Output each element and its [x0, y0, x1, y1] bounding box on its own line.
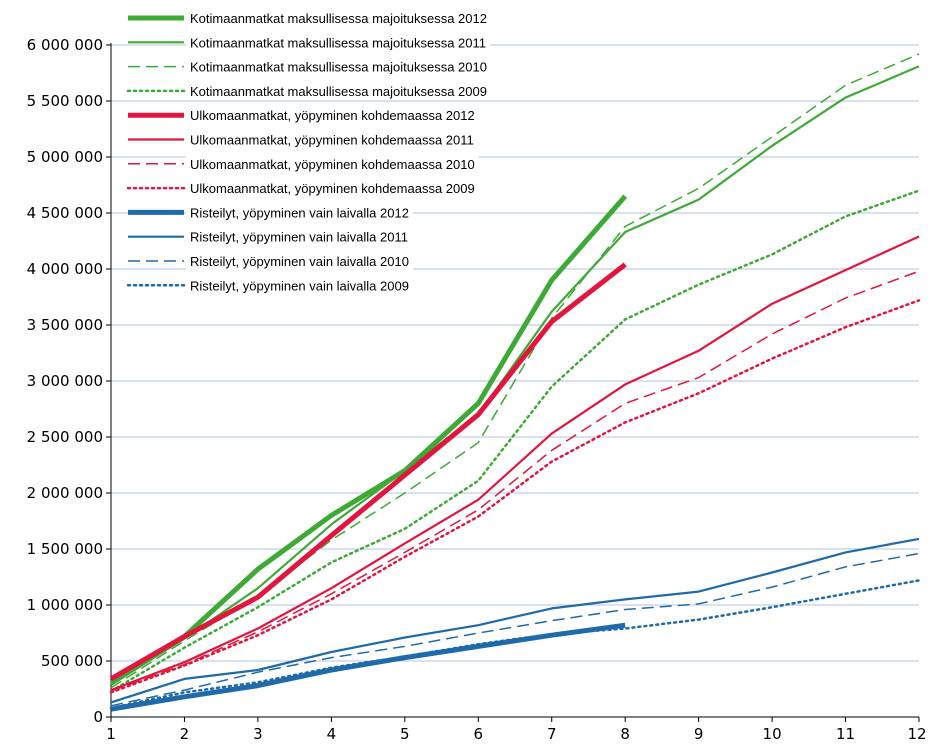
- y-tick-label: 5 000 000: [27, 148, 103, 166]
- legend-label-background: [186, 252, 413, 270]
- legend-label-background: [186, 9, 491, 27]
- x-tick-label: 1: [106, 725, 116, 743]
- legend-label: Ulkomaanmatkat, yöpyminen kohdemaassa 20…: [190, 133, 474, 148]
- y-tick-label: 3 500 000: [27, 316, 103, 334]
- series-lines: [109, 53, 921, 712]
- legend-label: Kotimaanmatkat maksullisessa majoitukses…: [190, 11, 487, 26]
- legend-label-background: [186, 106, 479, 125]
- series-line-8: [109, 299, 921, 694]
- legend-label: Ulkomaanmatkat, yöpyminen kohdemaassa 20…: [190, 157, 475, 172]
- x-tick-label: 10: [763, 725, 782, 743]
- legend-label: Risteilyt, yöpyminen vain laivalla 2011: [190, 230, 408, 245]
- legend-label-background: [186, 179, 479, 198]
- series-line-1: [109, 194, 628, 686]
- x-tick-label: 2: [180, 725, 190, 743]
- legend: Kotimaanmatkat maksullisessa majoitukses…: [126, 9, 491, 295]
- legend-label: Risteilyt, yöpyminen vain laivalla 2012: [190, 205, 409, 220]
- series-line-11: [110, 552, 920, 707]
- x-tick-label: 11: [836, 725, 855, 743]
- x-tick-label: 7: [547, 725, 557, 743]
- x-tick-label: 9: [694, 725, 704, 743]
- series-line-5: [109, 262, 627, 682]
- x-tick-label: 5: [400, 725, 410, 743]
- legend-label-background: [186, 154, 479, 173]
- legend-label: Kotimaanmatkat maksullisessa majoitukses…: [190, 60, 487, 75]
- x-tick-label: 12: [907, 725, 926, 743]
- y-tick-label: 5 500 000: [27, 92, 103, 110]
- series-line-7: [110, 270, 920, 692]
- y-tick-label: 2 500 000: [27, 428, 103, 446]
- x-tick-label: 8: [620, 725, 630, 743]
- axes: [110, 43, 919, 718]
- legend-label: Ulkomaanmatkat, yöpyminen kohdemaassa 20…: [190, 108, 475, 123]
- legend-label-background: [186, 227, 412, 246]
- legend-label-background: [186, 33, 491, 52]
- legend-label: Kotimaanmatkat maksullisessa majoitukses…: [190, 84, 487, 99]
- series-line-3: [110, 53, 920, 689]
- y-tick-label: 1 000 000: [27, 596, 103, 614]
- series-line-10: [110, 537, 920, 704]
- x-tick-label: 3: [253, 725, 263, 743]
- y-tick-label: 1 500 000: [27, 540, 103, 558]
- series-line-2: [110, 65, 920, 686]
- legend-label-background: [186, 276, 413, 295]
- series-line-9: [110, 622, 626, 712]
- x-tick-label: 6: [473, 725, 483, 743]
- y-tick-label: 6 000 000: [27, 36, 103, 54]
- y-axis-ticks: 0 500 000 1 000 000 1 500 000 2 000 000 2 500…: [27, 36, 111, 726]
- legend-label-background: [186, 57, 491, 76]
- y-tick-label: 3 000 000: [27, 372, 103, 390]
- series-line-4: [109, 189, 921, 693]
- legend-label-background: [186, 130, 478, 149]
- x-tick-label: 4: [327, 725, 337, 743]
- legend-label: Risteilyt, yöpyminen vain laivalla 2010: [190, 254, 409, 269]
- y-tick-label: 500 000: [41, 652, 103, 670]
- y-tick-label: 0: [93, 708, 103, 726]
- y-tick-label: 4 000 000: [27, 260, 103, 278]
- y-tick-label: 2 000 000: [27, 484, 103, 502]
- legend-label: Kotimaanmatkat maksullisessa majoitukses…: [190, 35, 486, 50]
- series-line-6: [110, 235, 920, 692]
- x-axis-ticks: 1 2 3 4 5 6 7 8 9 10 11 12: [106, 717, 927, 743]
- legend-label: Risteilyt, yöpyminen vain laivalla 2009: [190, 278, 409, 293]
- legend-label-background: [186, 81, 491, 100]
- y-tick-label: 4 500 000: [27, 204, 103, 222]
- legend-label: Ulkomaanmatkat, yöpyminen kohdemaassa 20…: [190, 181, 475, 196]
- legend-label-background: [186, 203, 413, 222]
